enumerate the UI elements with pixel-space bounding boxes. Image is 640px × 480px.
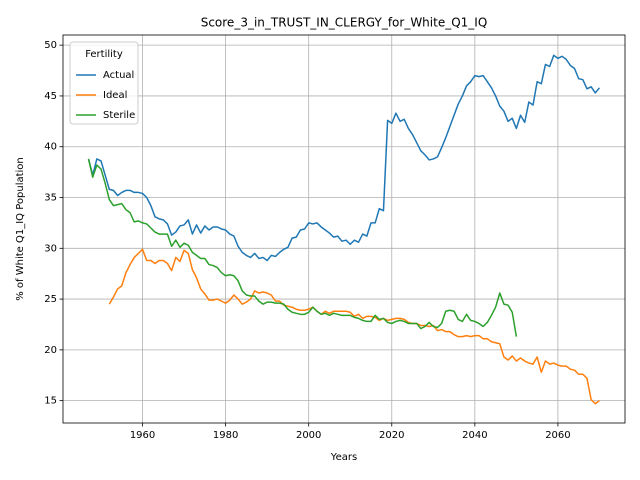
line-series [108, 248, 600, 405]
y-tick-label: 25 [44, 294, 57, 305]
y-tick-label: 30 [44, 243, 57, 254]
x-tick-label: 1980 [213, 430, 238, 441]
legend-label: Ideal [103, 90, 127, 101]
legend-box [69, 41, 139, 125]
y-tick-label: 45 [44, 91, 57, 102]
y-axis-label: % of White Q1_IQ Population [15, 157, 26, 301]
x-tick-label: 2020 [379, 430, 404, 441]
x-tick-label: 1960 [130, 430, 155, 441]
x-tick-label: 2000 [296, 430, 321, 441]
legend-title: Fertility [85, 49, 123, 60]
y-tick-label: 35 [44, 193, 57, 204]
line-series [87, 158, 518, 337]
legend: Fertility Actual Ideal Sterile [69, 41, 139, 125]
y-tick-label: 50 [44, 40, 57, 51]
y-tick-label: 40 [44, 142, 57, 153]
x-axis-label: Years [330, 452, 357, 463]
legend-label: Actual [103, 70, 134, 81]
y-tick-label: 15 [44, 396, 57, 407]
x-tick-label: 2040 [462, 430, 487, 441]
chart-title: Score_3_in_TRUST_IN_CLERGY_for_White_Q1_… [201, 16, 488, 30]
x-tick-label: 2060 [545, 430, 570, 441]
plot-frame [62, 34, 626, 424]
y-tick-label: 20 [44, 345, 57, 356]
legend-label: Sterile [103, 110, 135, 121]
line-series [87, 54, 601, 262]
